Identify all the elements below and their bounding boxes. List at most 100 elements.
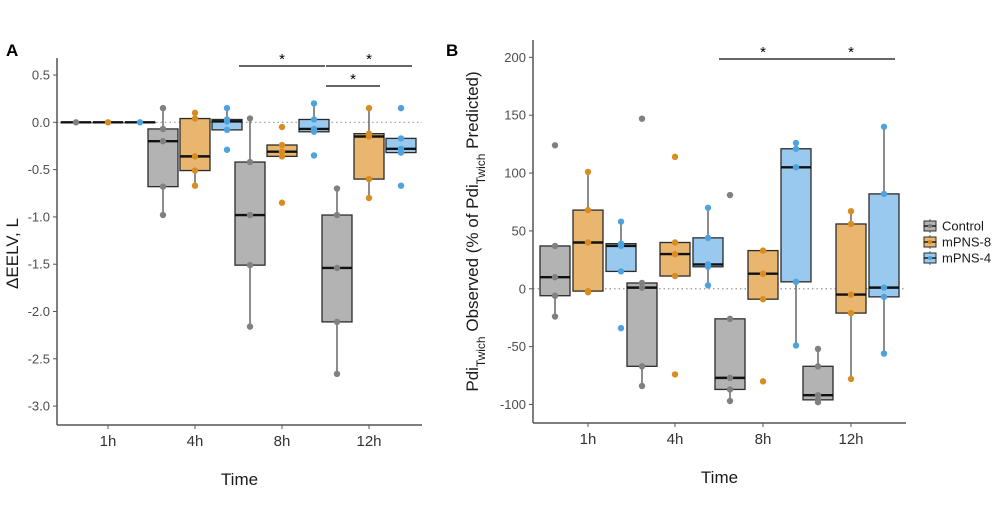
- panel-a: A 0.5 0.0 -0.5 -1.0 -1.5 -2.0 -2.5 -3.0 1h 4h 8h 12h…: [3, 41, 422, 489]
- data-point: [246, 261, 254, 269]
- data-point: [278, 153, 286, 160]
- data-point: [759, 295, 767, 303]
- data-point: [759, 247, 767, 254]
- data-point: [278, 199, 286, 206]
- y-tick-label: -2.5: [28, 351, 50, 366]
- y-tick-label: -50: [507, 339, 526, 354]
- x-tick-label: 1h: [100, 433, 117, 450]
- legend-label: Control: [942, 219, 984, 234]
- x-tick-label: 12h: [356, 433, 381, 450]
- y-tick-label: 50: [512, 223, 526, 238]
- data-point: [671, 250, 679, 258]
- data-point: [551, 292, 559, 299]
- y-axis-title: PdiTwich Observed (% of PdiTwich Predict…: [463, 71, 488, 391]
- panel-label: A: [6, 41, 18, 60]
- box-mpns-8-4h: [659, 153, 691, 378]
- data-point: [726, 397, 734, 405]
- y-tick-label: 0: [519, 281, 526, 296]
- box: [147, 128, 179, 188]
- data-point: [365, 194, 373, 202]
- data-point: [584, 168, 592, 176]
- data-point: [223, 118, 231, 125]
- data-point: [726, 315, 734, 323]
- data-point: [72, 119, 80, 126]
- y-axis-title: ΔEELV, L: [3, 218, 22, 289]
- data-point: [333, 370, 341, 378]
- significance-star: *: [279, 51, 285, 68]
- x-tick-label: 4h: [187, 433, 204, 450]
- y-tick-label: 0.5: [32, 68, 50, 83]
- significance-star: *: [350, 71, 356, 88]
- box-control-4h: [147, 104, 179, 219]
- box: [868, 193, 900, 298]
- data-point: [310, 100, 318, 107]
- data-point: [159, 211, 167, 219]
- significance-star: *: [366, 51, 372, 68]
- data-point: [792, 278, 800, 286]
- data-point: [397, 135, 405, 142]
- data-point: [880, 350, 888, 357]
- data-point: [814, 398, 822, 406]
- data-point: [246, 211, 254, 219]
- data-point: [191, 115, 199, 122]
- data-point: [104, 119, 112, 126]
- x-axis-title: Time: [701, 468, 738, 487]
- box: [572, 209, 604, 292]
- y-tick-label: -100: [500, 397, 526, 412]
- data-point: [159, 104, 167, 112]
- data-point: [310, 116, 318, 123]
- box-mpns-8-8h: [747, 247, 779, 385]
- data-point: [397, 182, 405, 189]
- box: [835, 223, 867, 314]
- box: [179, 117, 211, 172]
- legend-item-mpns-8: mPNS-8: [923, 235, 991, 250]
- y-tick-label: -2.0: [28, 304, 50, 319]
- box-mpns-8-12h: [835, 208, 867, 383]
- legend-label: mPNS-4: [942, 251, 991, 266]
- data-point: [246, 115, 254, 122]
- data-point: [333, 211, 341, 219]
- box-mpns-8-8h: [266, 123, 298, 206]
- y-tick-label: -1.0: [28, 209, 50, 224]
- data-point: [671, 239, 679, 246]
- data-point: [191, 182, 199, 189]
- data-point: [191, 167, 199, 174]
- box-control-1h: [539, 142, 571, 320]
- legend-item-control: Control: [923, 219, 984, 234]
- x-tick-label: 4h: [667, 431, 684, 448]
- data-point: [333, 318, 341, 326]
- box-mpns-4-4h: [692, 204, 724, 289]
- box-control-8h: [234, 115, 266, 330]
- data-point: [617, 268, 625, 275]
- legend-point: [928, 256, 932, 260]
- y-tick-label: 150: [504, 108, 526, 123]
- data-point: [759, 270, 767, 277]
- data-point: [365, 175, 373, 183]
- box-mpns-8-12h: [353, 104, 385, 202]
- data-point: [847, 309, 855, 317]
- data-point: [223, 126, 231, 134]
- data-point: [365, 133, 373, 140]
- data-point: [638, 382, 646, 390]
- box-control-12h: [321, 185, 353, 378]
- data-point: [671, 153, 679, 161]
- box-control-12h: [802, 345, 834, 406]
- data-point: [310, 152, 318, 159]
- x-tick-label: 8h: [755, 431, 772, 448]
- panel-b: B 200 150 100 50 0 -50 -100 1h 4h 8h 12h Time PdiTwic…: [446, 40, 906, 487]
- y-tick-label: -0.5: [28, 162, 50, 177]
- data-point: [792, 164, 800, 171]
- box-mpns-8-1h: [572, 168, 604, 296]
- box-control-1h: [60, 119, 92, 126]
- box-control-8h: [714, 191, 746, 405]
- legend-point: [928, 240, 932, 244]
- data-point: [726, 374, 734, 382]
- data-point: [638, 279, 646, 287]
- data-point: [814, 363, 822, 370]
- box: [539, 245, 571, 297]
- box: [353, 133, 385, 180]
- box-mpns-8-1h: [92, 119, 124, 126]
- data-point: [880, 284, 888, 291]
- data-point: [159, 125, 167, 133]
